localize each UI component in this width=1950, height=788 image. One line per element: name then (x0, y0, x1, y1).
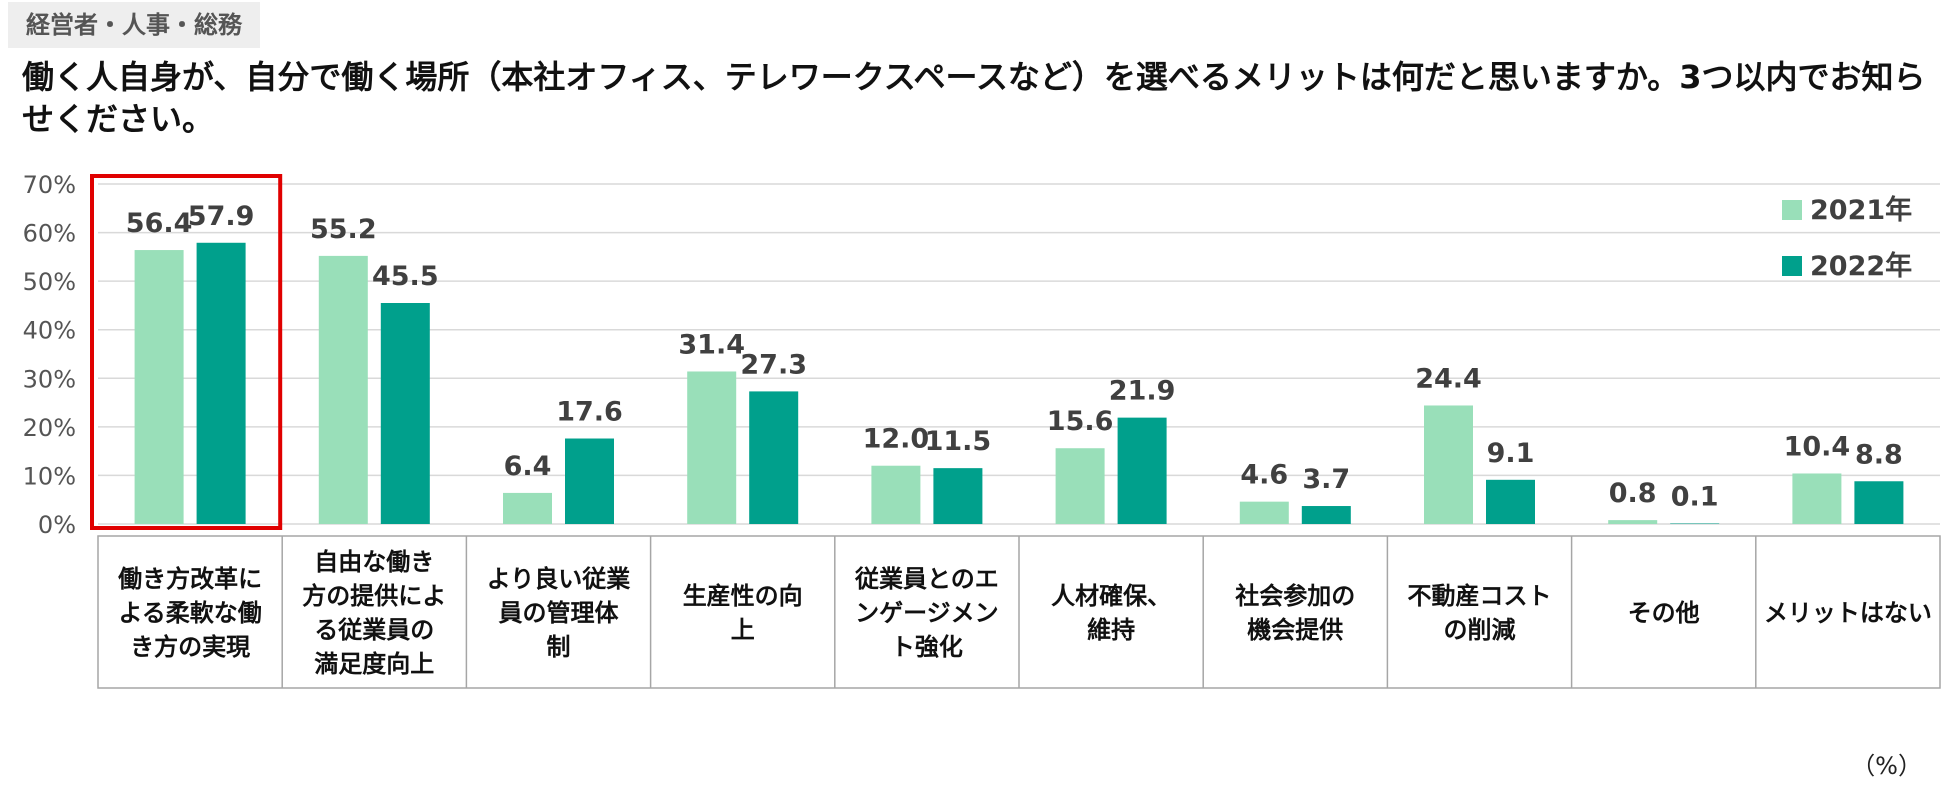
bar-2022 (196, 242, 246, 524)
highlight-rectangle (90, 174, 283, 530)
audience-tag: 経営者・人事・総務 (8, 2, 260, 48)
data-label: 4.6 (1240, 460, 1288, 491)
data-label: 8.8 (1855, 439, 1903, 470)
category-table: 働き方改革による柔軟な働き方の実現自由な働き方の提供による従業員の満足度向上より… (97, 535, 1941, 689)
y-tick-label: 40% (23, 317, 76, 345)
bars (134, 242, 1904, 525)
data-label: 55.2 (310, 214, 377, 245)
unit-label: （%） (1851, 752, 1922, 780)
bar-2021 (687, 371, 737, 524)
data-label: 31.4 (678, 329, 745, 360)
data-label: 9.1 (1487, 438, 1535, 469)
bar-2021 (1055, 448, 1105, 524)
y-tick-label: 70% (23, 171, 76, 199)
bar-2022 (1670, 523, 1720, 525)
y-axis-ticks: 0% 10% 20% 30% 40% 50% 60% 70% (23, 171, 76, 539)
bar-2021 (1608, 520, 1658, 524)
highlight-box (90, 174, 283, 530)
bar-2021 (503, 492, 552, 524)
chart-title: 働く人自身が、自分で働く場所（本社オフィス、テレワークスペースなど）を選べるメリ… (22, 58, 1926, 138)
bar-2021 (1792, 473, 1842, 524)
legend: 2021年 2022年 (1782, 194, 1912, 282)
data-label: 57.9 (188, 201, 255, 232)
category-label: その他 (1628, 599, 1700, 627)
bar-2022 (1301, 506, 1351, 524)
category-label: 不動産コストの削減 (1408, 582, 1552, 644)
bar-2022 (1486, 479, 1535, 524)
category-label: より良い従業員の管理体制 (487, 565, 631, 661)
bar-2021 (1424, 405, 1473, 524)
bar-2022 (380, 303, 430, 524)
category-label: 人材確保、維持 (1051, 582, 1171, 644)
data-label: 17.6 (556, 397, 623, 428)
data-label: 45.5 (372, 261, 439, 292)
y-tick-label: 0% (38, 511, 76, 539)
legend-swatch-2021 (1782, 200, 1802, 220)
data-labels: 56.457.9 55.2 45.5 6.417.6 31.427.3 12.011.5 1… (126, 201, 1903, 513)
bar-2022 (749, 391, 799, 524)
data-label: 12.0 (863, 424, 930, 455)
data-label: 15.6 (1047, 406, 1114, 437)
data-label: 6.4 (504, 451, 552, 482)
data-label: 3.7 (1302, 464, 1350, 495)
bar-2021 (871, 465, 921, 524)
category-label: 生産性の向上 (683, 582, 803, 644)
data-label: 56.4 (126, 208, 193, 239)
category-label: 働き方改革による柔軟な働き方の実現 (117, 565, 262, 661)
data-label: 21.9 (1109, 376, 1176, 407)
data-label: 10.4 (1784, 431, 1851, 462)
bar-2022 (1117, 417, 1167, 524)
category-label: 自由な働き方の提供による従業員の満足度向上 (302, 548, 446, 678)
bar-2021 (1239, 501, 1289, 524)
category-label: メリットはない (1764, 599, 1932, 627)
data-label: 27.3 (740, 349, 807, 380)
bar-2022 (933, 468, 983, 524)
legend-label: 2022年 (1810, 250, 1912, 282)
bar-2022 (1854, 481, 1904, 524)
y-tick-label: 20% (23, 414, 76, 442)
data-label: 0.8 (1609, 478, 1657, 509)
y-tick-label: 10% (23, 462, 76, 490)
legend-label: 2021年 (1810, 194, 1912, 226)
category-label: 社会参加の機会提供 (1235, 582, 1355, 644)
data-label: 0.1 (1671, 482, 1719, 513)
data-label: 11.5 (925, 426, 992, 457)
bar-2021 (318, 255, 368, 524)
bar-2022 (565, 438, 614, 524)
category-label: 従業員とのエンゲージメント強化 (854, 565, 999, 661)
y-tick-label: 50% (23, 268, 76, 296)
legend-swatch-2022 (1782, 256, 1802, 276)
data-label: 24.4 (1415, 363, 1482, 394)
y-tick-label: 60% (23, 220, 76, 248)
bar-2021 (134, 250, 184, 525)
y-tick-label: 30% (23, 365, 76, 393)
